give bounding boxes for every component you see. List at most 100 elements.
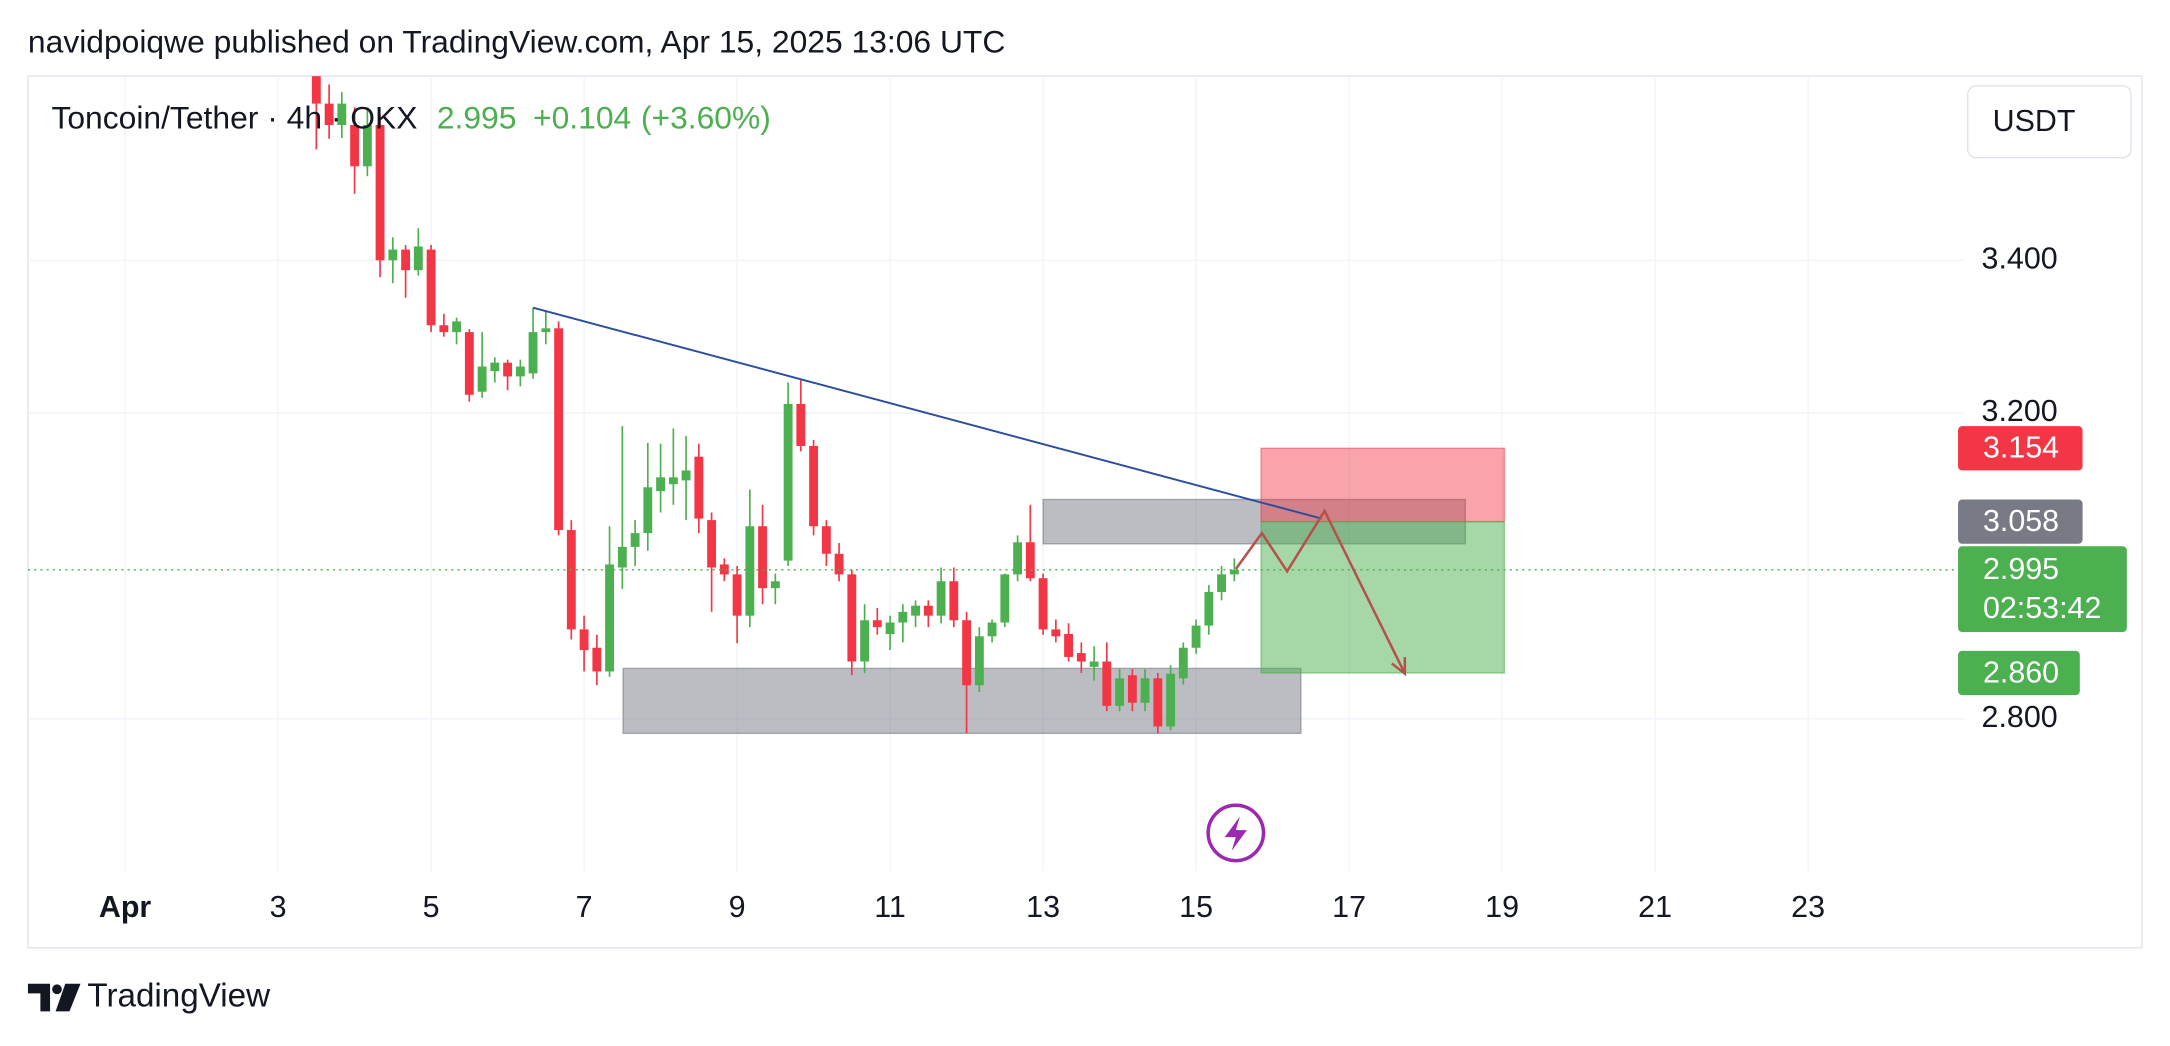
candle-body (834, 553, 844, 575)
candle-body (490, 362, 500, 372)
candle-body (758, 526, 767, 589)
legend: Toncoin/Tether · 4h · OKX 2.995 +0.104 (+3.… (51, 100, 770, 136)
x-tick-label: 15 (1179, 890, 1213, 924)
candle-body (1178, 647, 1188, 679)
symbol-title: Toncoin/Tether · 4h · OKX (51, 100, 417, 136)
candle-body (949, 581, 959, 621)
x-tick-label: 13 (1026, 890, 1060, 924)
candle-body (439, 325, 449, 333)
x-tick-label: 5 (423, 890, 440, 924)
zone (622, 667, 1302, 735)
stop-price-tag: 3.154 (1983, 431, 2059, 465)
candle-body (350, 125, 360, 167)
candle-body (923, 605, 933, 616)
candle-body (1102, 661, 1112, 706)
candle-body (911, 605, 920, 616)
candle-body (770, 581, 780, 589)
candle-body (732, 574, 742, 616)
candle-body (821, 526, 831, 554)
price-tags: 3.154 3.058 2.860 2.995 02:53:42 (1958, 426, 2127, 696)
x-tick-label: 7 (576, 890, 593, 924)
x-tick-label: Apr (99, 890, 152, 924)
published-line: navidpoiqwe published on TradingView.com… (28, 24, 1005, 60)
entry-price-tag-bg (1958, 499, 2083, 544)
brand-name: TradingView (87, 977, 271, 1014)
candle-body (1204, 591, 1214, 626)
trendline (532, 306, 1322, 520)
candle-body (1115, 678, 1125, 706)
candle-body (936, 581, 946, 616)
x-tick-label: 11 (874, 890, 906, 924)
candle-body (337, 103, 347, 126)
candle-body (528, 332, 538, 374)
candle-body (324, 103, 334, 126)
candle-body (1140, 678, 1150, 703)
logo-dot (52, 984, 62, 995)
candle-body (872, 620, 882, 628)
candle-body (987, 622, 997, 637)
last-price-tag-bg (1958, 546, 2127, 633)
stop-price-tag-bg (1958, 426, 2083, 471)
legend-change: +0.104 (533, 100, 631, 136)
candle-body (783, 403, 793, 561)
brand-logo (27, 983, 81, 1012)
plot-area (27, 76, 1965, 735)
candle-body (974, 636, 984, 686)
target-zone (1260, 520, 1506, 674)
currency: USDT (1993, 104, 2076, 138)
candle-body (668, 477, 678, 485)
grid (27, 76, 1965, 872)
candle-body (656, 477, 666, 492)
candle-body (554, 328, 564, 531)
legend-last-price: 2.995 (437, 100, 517, 136)
candle-body (898, 611, 908, 623)
candle-body (401, 249, 411, 271)
candle-body (515, 366, 525, 377)
x-tick-label: 3 (270, 890, 287, 924)
candle-body (413, 246, 423, 271)
candle-body (1153, 678, 1163, 727)
candle-body (1127, 675, 1137, 703)
candle-body (962, 620, 972, 686)
candle-body (452, 321, 461, 333)
candle-body (566, 530, 576, 630)
candle-body (1076, 653, 1086, 662)
candle-body (464, 332, 474, 395)
candle-body (1025, 542, 1035, 579)
candle-body (605, 564, 614, 672)
entry-price-tag: 3.058 (1983, 504, 2059, 538)
candle-body (1000, 574, 1010, 623)
logo-bar (27, 983, 51, 1012)
candle-body (617, 546, 627, 568)
candle-body (375, 125, 385, 261)
chart-frame (27, 75, 2143, 949)
candle-body (592, 647, 602, 672)
candle-body (311, 76, 321, 104)
candle-body (860, 620, 870, 662)
icon-bolt (1224, 816, 1247, 851)
candle-body (1191, 625, 1201, 648)
currency-box[interactable] (1967, 85, 2132, 159)
candle-body (1089, 661, 1099, 667)
candle-body (426, 249, 436, 326)
x-tick-label: 21 (1638, 890, 1672, 924)
candle-body (643, 487, 653, 534)
y-tick-label: 2.800 (1982, 700, 2058, 734)
candle-body (1217, 574, 1226, 592)
y-tick-label: 3.400 (1982, 241, 2058, 275)
projection-path (1234, 508, 1407, 675)
logo-slash (55, 983, 81, 1012)
candle-body (885, 622, 895, 634)
candle-body (362, 125, 372, 167)
lightning-icon[interactable] (1206, 803, 1266, 863)
last-price-tag: 2.995 (1983, 552, 2059, 586)
candle-body (1038, 578, 1048, 630)
axes: Apr 3 5 7 9 11 13 15 17 19 21 23 2.800 3.200 3.400 (99, 241, 2058, 924)
candle-body (1166, 673, 1176, 727)
x-tick-label: 19 (1485, 890, 1519, 924)
x-tick-label: 9 (729, 890, 746, 924)
candle-body (579, 629, 589, 651)
candle-body (503, 362, 513, 377)
